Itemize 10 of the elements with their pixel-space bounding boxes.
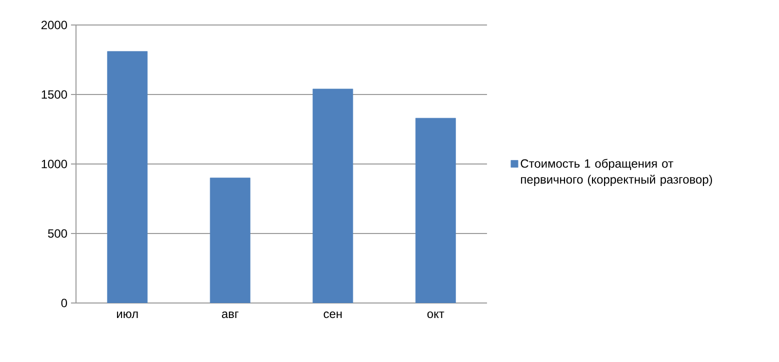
- y-tick-label: 2000: [41, 20, 68, 30]
- y-tick-label: 0: [61, 298, 68, 308]
- x-tick-label: авг: [222, 312, 238, 318]
- legend-label: Стоимость 1 обращения от первичного (корректный разговор): [520, 158, 712, 186]
- y-tick-label: 500: [48, 229, 68, 238]
- x-tick-label: июл: [117, 312, 138, 318]
- x-tick-label: сен: [324, 312, 342, 318]
- y-tick-label: 1500: [42, 90, 68, 99]
- x-tick-label: окт: [427, 312, 444, 318]
- y-tick-label: 1000: [42, 160, 68, 168]
